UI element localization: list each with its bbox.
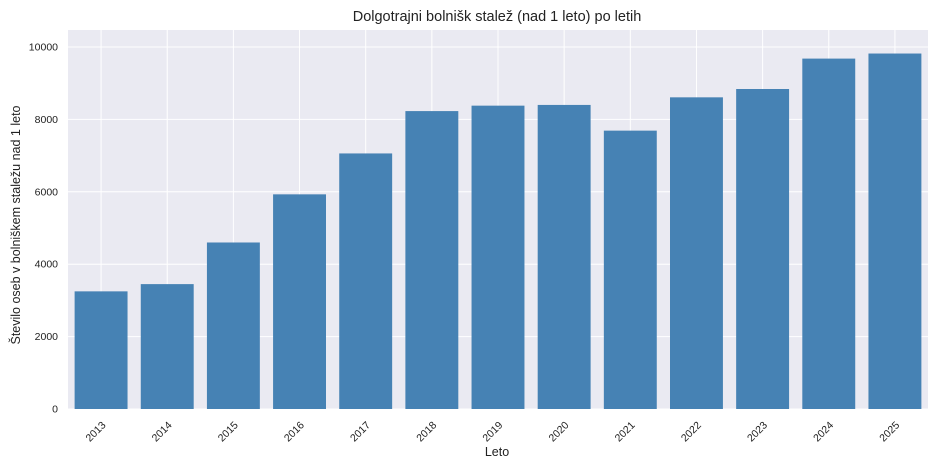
x-tick-label: 2015 <box>216 419 241 444</box>
bar-2018 <box>405 111 459 409</box>
y-axis-label: Število oseb v bolniškem staležu nad 1 l… <box>8 105 23 344</box>
x-tick-label: 2013 <box>83 419 108 444</box>
x-tick-label: 2019 <box>480 419 505 444</box>
x-tick-label: 2021 <box>613 419 638 444</box>
bar-2021 <box>603 130 657 410</box>
bar-2025 <box>868 53 922 410</box>
x-tick-label: 2020 <box>547 419 572 444</box>
x-axis-label: Leto <box>485 445 509 459</box>
x-tick-label: 2016 <box>282 419 307 444</box>
bar-2013 <box>74 291 128 409</box>
bar-2015 <box>206 242 260 409</box>
y-tick-label: 2000 <box>35 331 59 343</box>
chart-title: Dolgotrajni bolnišk stalež (nad 1 leto) … <box>353 9 642 25</box>
bar-2023 <box>736 89 790 410</box>
bar-2014 <box>140 284 194 409</box>
bar-2020 <box>537 104 591 410</box>
x-tick-label: 2022 <box>679 419 704 444</box>
x-tick-label: 2024 <box>811 419 836 444</box>
bar-2017 <box>339 153 393 409</box>
x-tick-label: 2017 <box>348 419 373 444</box>
x-tick-label: 2018 <box>414 419 439 444</box>
bars <box>74 53 922 410</box>
y-tick-label: 0 <box>52 404 58 416</box>
bar-2019 <box>471 105 525 409</box>
x-tick-label: 2023 <box>745 419 770 444</box>
x-tick-label: 2025 <box>877 419 902 444</box>
y-tick-label: 4000 <box>35 259 59 271</box>
y-tick-label: 10000 <box>29 42 58 54</box>
bar-2024 <box>802 58 856 409</box>
x-tick-label: 2014 <box>150 419 175 444</box>
x-axis-ticks: 2013 2014 2015 2016 2017 2018 2019 2020 2021 2022… <box>83 419 902 444</box>
bar-2016 <box>273 194 326 409</box>
y-axis-ticks: 0 2000 4000 6000 8000 10000 <box>29 42 58 416</box>
bar-2022 <box>670 97 723 409</box>
y-tick-label: 8000 <box>35 114 59 126</box>
y-tick-label: 6000 <box>35 186 59 198</box>
